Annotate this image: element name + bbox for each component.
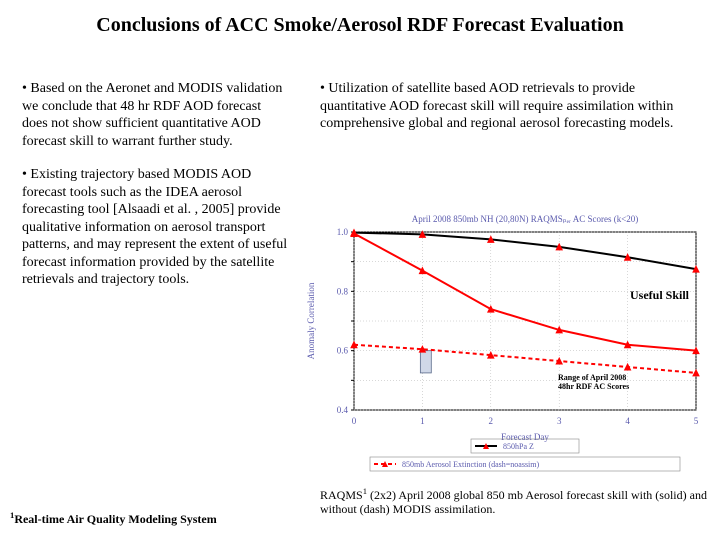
svg-text:1: 1	[420, 416, 425, 426]
caption-text-b: (2x2) April 2008 global 850 mb Aerosol f…	[320, 488, 707, 516]
svg-text:4: 4	[625, 416, 630, 426]
svg-text:1.0: 1.0	[337, 227, 349, 237]
svg-text:April 2008 850mb NH (20,80N) R: April 2008 850mb NH (20,80N) RAQMSₚₑᵣ AC…	[412, 214, 639, 224]
footnote-text: Real-time Air Quality Modeling System	[14, 512, 216, 526]
page-title: Conclusions of ACC Smoke/Aerosol RDF For…	[0, 14, 720, 37]
svg-text:5: 5	[694, 416, 699, 426]
svg-text:0: 0	[352, 416, 357, 426]
svg-text:850hPa Z: 850hPa Z	[503, 442, 534, 451]
chart-caption: RAQMS1 (2x2) April 2008 global 850 mb Ae…	[320, 486, 710, 517]
svg-text:0.8: 0.8	[337, 286, 349, 296]
bullet-1: • Based on the Aeronet and MODIS validat…	[22, 80, 290, 150]
useful-skill-label: Useful Skill	[630, 288, 689, 303]
svg-text:850mb Aerosol Extinction (dash: 850mb Aerosol Extinction (dash=noassim)	[402, 460, 540, 469]
range-label: Range of April 2008 48hr RDF AC Scores	[558, 374, 678, 392]
bullet-3: • Utilization of satellite based AOD ret…	[320, 80, 690, 133]
svg-text:3: 3	[557, 416, 562, 426]
svg-text:0.6: 0.6	[337, 346, 349, 356]
left-column: • Based on the Aeronet and MODIS validat…	[22, 80, 290, 305]
caption-text-a: RAQMS	[320, 488, 363, 502]
range-label-line2: 48hr RDF AC Scores	[558, 383, 678, 392]
right-column-text: • Utilization of satellite based AOD ret…	[320, 80, 690, 133]
footnote: 1Real-time Air Quality Modeling System	[10, 510, 217, 527]
chart-container: 0 1 2 3 4 5 0.4 0.6 0.8 1.0 April 2008 850mb NH (2…	[300, 210, 708, 478]
svg-text:Anomaly Correlation: Anomaly Correlation	[306, 282, 316, 359]
bullet-2: • Existing trajectory based MODIS AOD fo…	[22, 166, 290, 289]
svg-text:0.4: 0.4	[337, 405, 349, 415]
line-chart: 0 1 2 3 4 5 0.4 0.6 0.8 1.0 April 2008 850mb NH (2…	[300, 210, 708, 478]
svg-text:Forecast Day: Forecast Day	[501, 432, 549, 442]
svg-text:2: 2	[489, 416, 494, 426]
